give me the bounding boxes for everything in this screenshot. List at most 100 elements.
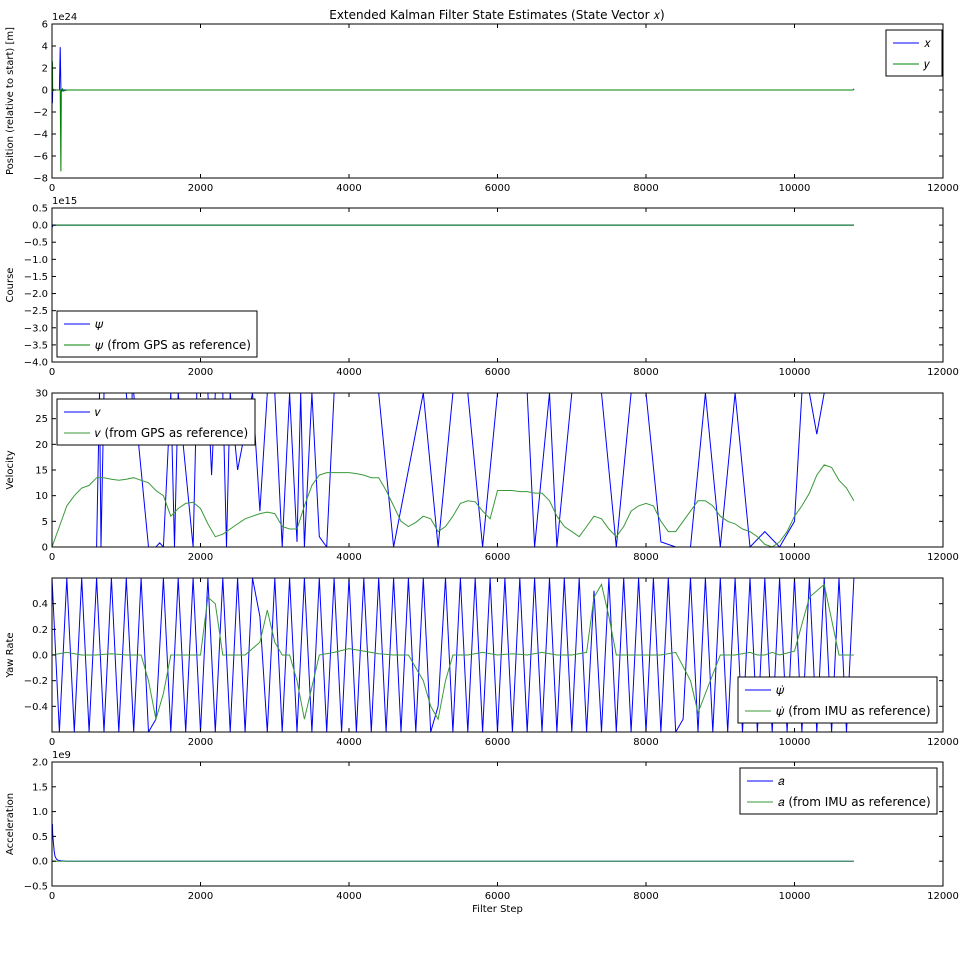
subplot-velocity: 0 2000 4000 6000 8000 10000 12000 30 25 20 15 10 5 0 V… (5, 389, 959, 564)
y-tick-label: 1.5 (32, 782, 48, 793)
y-tick-label: 30 (35, 389, 48, 400)
legend-box (737, 676, 938, 724)
figure-title: Extended Kalman Filter State Estimates (… (329, 8, 664, 22)
x-tick-label: 8000 (633, 737, 658, 748)
x-tick-label: 12000 (927, 552, 959, 563)
x-tick-label: 4000 (336, 552, 361, 563)
legend-box (56, 310, 258, 358)
legend-box (56, 398, 256, 446)
x-tick-label: 2000 (188, 367, 213, 378)
y-tick-label: 25 (35, 414, 48, 425)
y-tick-label: −2 (33, 108, 48, 119)
x-tick-label: 2000 (188, 552, 213, 563)
y-axis-label: Position (relative to start) [m] (5, 27, 16, 175)
x-tick-label: 4000 (336, 367, 361, 378)
axis-offset-label: 1e9 (52, 750, 71, 761)
x-tick-label: 6000 (485, 737, 510, 748)
y-tick-label: −0.4 (24, 702, 48, 713)
legend: 𝑥𝑦 (885, 29, 943, 77)
series-group (52, 823, 854, 862)
legend-label: 𝑥 (924, 36, 931, 50)
x-tick-label: 12000 (927, 183, 959, 194)
y-tick-label: 0.0 (32, 221, 48, 232)
x-tick-label: 8000 (633, 552, 658, 563)
x-tick-label: 10000 (779, 183, 811, 194)
x-tick-label: 10000 (779, 737, 811, 748)
x-tick-label: 6000 (485, 183, 510, 194)
axis-offset-label: 1e24 (52, 12, 77, 23)
subplots: 0 2000 4000 6000 8000 10000 120006420−2−4−6−81… (5, 12, 959, 915)
series-line-0 (52, 393, 854, 547)
legend-label: 𝑎 (778, 774, 785, 788)
y-tick-label: −4.0 (24, 358, 48, 369)
y-tick-label: 0 (42, 86, 48, 97)
x-tick-label: 0 (49, 891, 55, 902)
legend-box (739, 767, 938, 815)
y-tick-label: −2.0 (24, 289, 48, 300)
x-tick-label: 0 (49, 367, 55, 378)
y-tick-label: 1.0 (32, 807, 48, 818)
subplot-position: 0 2000 4000 6000 8000 10000 12000 6 4 2 0 −2 −4 −6 −8 1… (5, 12, 959, 194)
x-tick-label: 4000 (336, 183, 361, 194)
x-tick-label: 10000 (779, 367, 811, 378)
legend-box (885, 29, 943, 77)
x-tick-label: 8000 (633, 891, 658, 902)
y-tick-label: 0.2 (32, 625, 48, 636)
y-tick-label: 0.4 (32, 599, 48, 610)
y-tick-label: −3.0 (24, 323, 48, 334)
x-tick-label: 10000 (779, 891, 811, 902)
legend: 𝜓̇ 𝜓̇ (from IMU as reference) (737, 676, 938, 724)
axis-offset-label: 1e15 (52, 196, 77, 207)
y-tick-label: −4 (33, 130, 48, 141)
x-tick-label: 2000 (188, 183, 213, 194)
legend-label: 𝑣 (95, 405, 101, 419)
x-tick-label: 4000 (336, 891, 361, 902)
x-axis-label: Filter Step (472, 904, 523, 915)
subplot-yaw_rate: 0 2000 4000 6000 8000 10000 12000 0.4 0.2 0.0 −0.2… (5, 577, 959, 748)
legend-label: 𝜓̇ (from IMU as reference) (776, 704, 931, 718)
series-group (52, 393, 855, 547)
x-tick-label: 6000 (485, 552, 510, 563)
legend-label: 𝜓 (from GPS as reference) (95, 338, 251, 352)
x-tick-label: 0 (49, 183, 55, 194)
y-axis-label: Yaw Rate (5, 632, 16, 678)
y-tick-label: 2.0 (32, 758, 48, 769)
subplot-acceleration: 0 2000 4000 6000 8000 10000 12000 2.0 1.5 1.0 0.5 0… (5, 750, 959, 915)
series-line-1 (52, 464, 855, 547)
legend: 𝑎 𝑎 (from IMU as reference) (739, 767, 938, 815)
y-axis-label: Course (5, 268, 16, 303)
legend-label: 𝑣 (from GPS as reference) (95, 426, 248, 440)
series-group (52, 578, 855, 732)
y-tick-label: −3.5 (24, 340, 48, 351)
x-tick-label: 12000 (927, 891, 959, 902)
x-tick-label: 6000 (485, 891, 510, 902)
x-tick-label: 4000 (336, 737, 361, 748)
y-tick-label: 20 (35, 440, 48, 451)
y-tick-label: −0.5 (24, 882, 48, 893)
y-tick-label: 15 (35, 466, 48, 477)
y-tick-label: 0.5 (32, 832, 48, 843)
subplot-course: 0 2000 4000 6000 8000 10000 12000 0.5 0.0 −0.5 −1.… (5, 196, 959, 378)
x-tick-label: 10000 (779, 552, 811, 563)
y-tick-label: −6 (33, 152, 48, 163)
y-tick-label: 5 (42, 517, 48, 528)
y-tick-label: 4 (42, 42, 48, 53)
legend-label: 𝑦 (922, 57, 931, 71)
y-tick-label: −1.0 (24, 255, 48, 266)
y-tick-label: 0.0 (32, 857, 48, 868)
y-tick-label: −0.2 (24, 676, 48, 687)
y-tick-label: −2.5 (24, 306, 48, 317)
x-tick-label: 0 (49, 737, 55, 748)
x-tick-label: 8000 (633, 183, 658, 194)
y-tick-label: −8 (33, 174, 48, 185)
x-tick-label: 12000 (927, 737, 959, 748)
x-tick-label: 8000 (633, 367, 658, 378)
y-tick-label: 0.5 (32, 204, 48, 215)
x-tick-label: 0 (49, 552, 55, 563)
legend: 𝑣 𝑣 (from GPS as reference) (56, 398, 256, 446)
y-tick-label: 0 (42, 543, 48, 554)
x-tick-label: 12000 (927, 367, 959, 378)
x-tick-label: 2000 (188, 737, 213, 748)
legend-label: 𝑎 (from IMU as reference) (778, 795, 931, 809)
